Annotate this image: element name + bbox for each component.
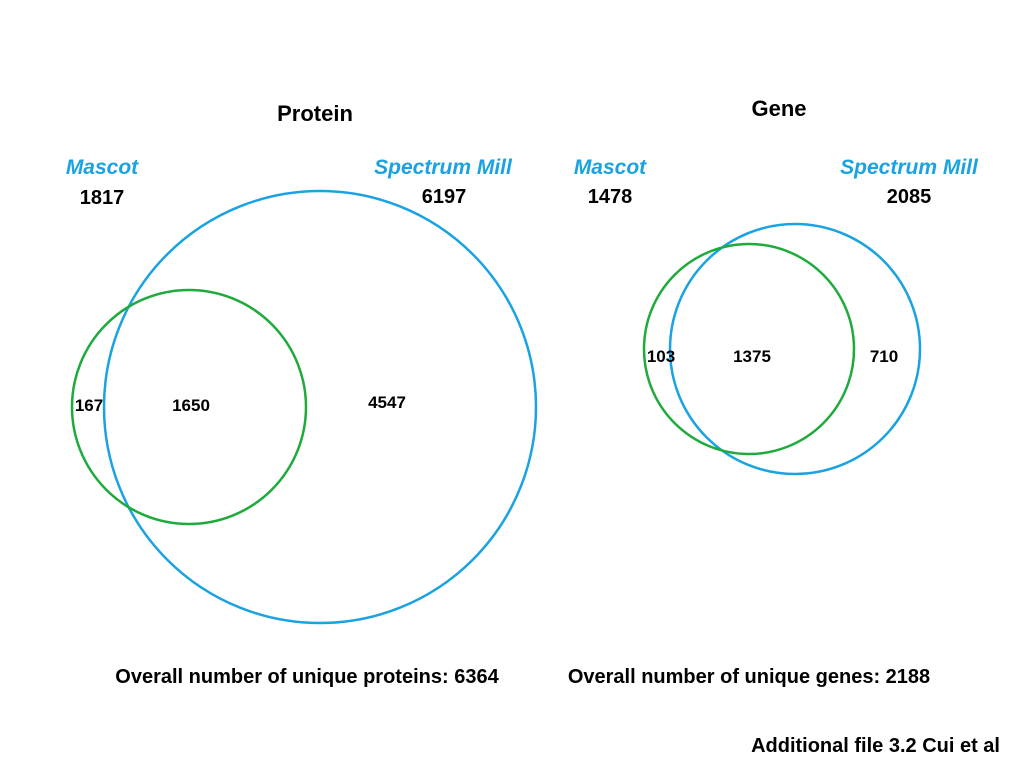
protein-title: Protein [277, 101, 353, 126]
gene-spectrum-mill-circle [668, 222, 922, 476]
gene-spectrum-mill-label: Spectrum Mill [840, 156, 979, 179]
gene-mascot-only-count: 103 [647, 347, 675, 366]
protein-spectrum-mill-circle [102, 189, 538, 625]
protein-spectrum-mill-total: 6197 [422, 186, 467, 208]
figure-caption: Additional file 3.2 Cui et al [751, 735, 1000, 757]
gene-mascot-total: 1478 [588, 186, 633, 208]
protein-mascot-circle [70, 288, 308, 526]
protein-overlap-count: 1650 [172, 396, 210, 415]
protein-mascot-total: 1817 [80, 187, 125, 209]
protein-overall-count: Overall number of unique proteins: 6364 [115, 666, 499, 688]
gene-spectrum-mill-total: 2085 [887, 186, 932, 208]
gene-overlap-count: 1375 [733, 347, 771, 366]
protein-venn: Protein Mascot 1817 Spectrum Mill 6197 1… [66, 101, 538, 688]
gene-title: Gene [751, 96, 806, 121]
protein-mascot-label: Mascot [66, 156, 139, 179]
gene-overall-count: Overall number of unique genes: 2188 [568, 666, 930, 688]
gene-mascot-label: Mascot [574, 156, 647, 179]
gene-spectrum-mill-only-count: 710 [870, 347, 898, 366]
gene-venn: Gene Mascot 1478 Spectrum Mill 2085 103 … [568, 96, 979, 688]
protein-spectrum-mill-label: Spectrum Mill [374, 156, 513, 179]
protein-mascot-only-count: 167 [75, 396, 103, 415]
protein-spectrum-mill-only-count: 4547 [368, 393, 406, 412]
gene-mascot-circle [642, 242, 856, 456]
